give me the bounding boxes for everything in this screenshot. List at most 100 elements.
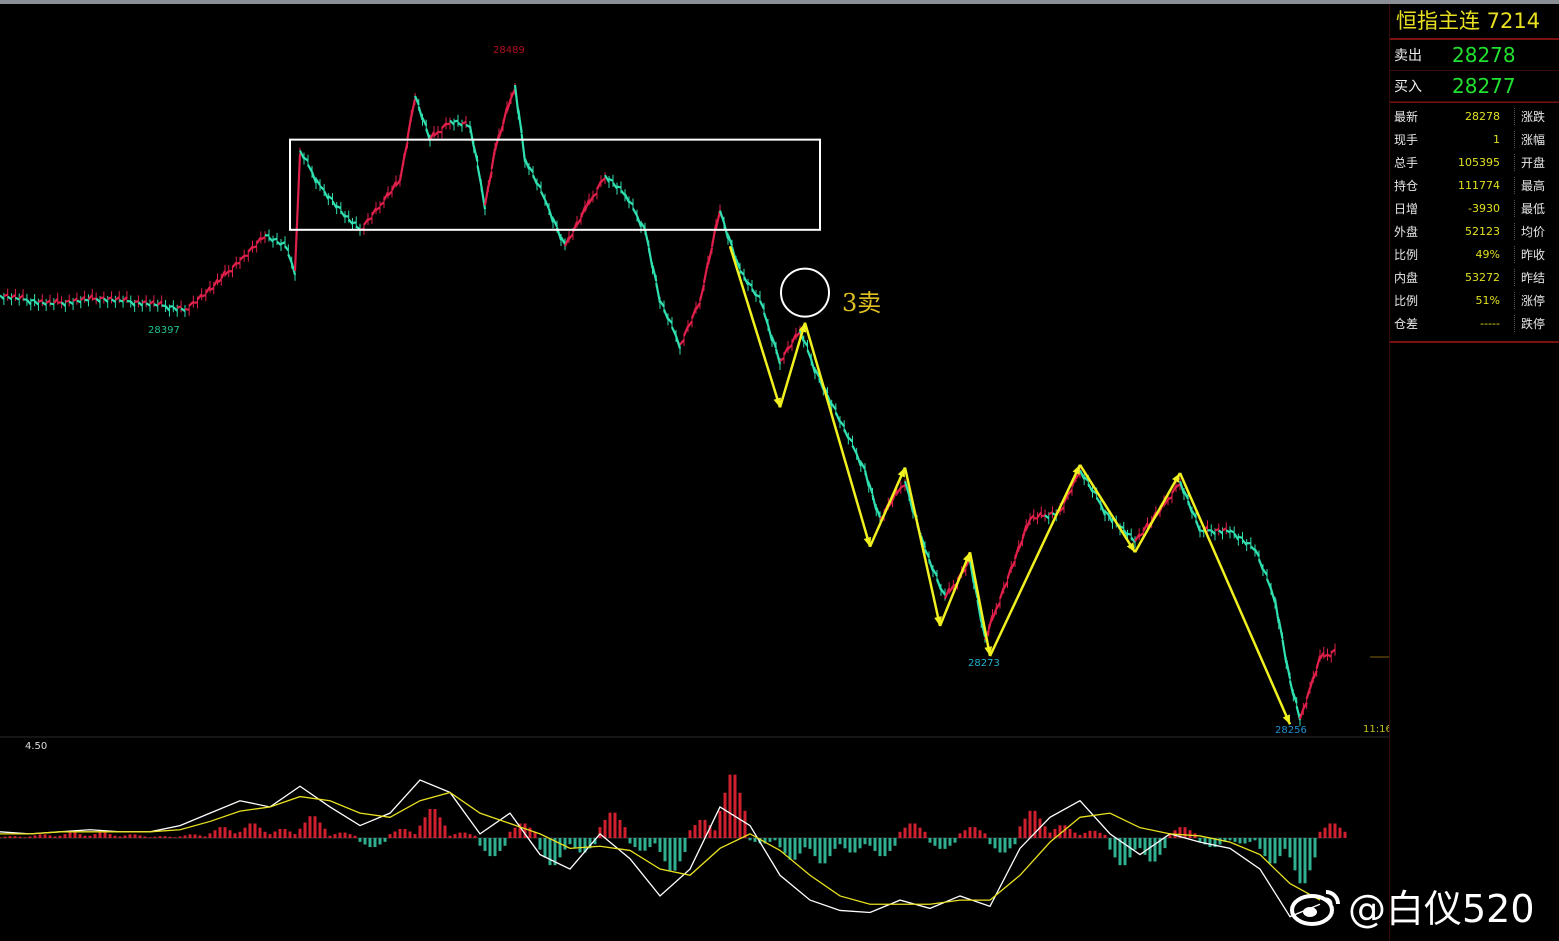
price-segment [33, 300, 40, 306]
price-segment [647, 247, 654, 269]
price-segment [987, 614, 994, 630]
price-segment [1134, 533, 1141, 542]
buy-value: 28277 [1452, 74, 1516, 98]
price-segment [22, 298, 28, 301]
price-segment [596, 180, 602, 190]
price-segment [1104, 510, 1110, 516]
price-segment [560, 236, 566, 245]
price-segment [145, 302, 151, 307]
price-segment [932, 568, 938, 577]
price-segment [429, 131, 435, 141]
stat-row: 持仓 111774 最高 [1390, 174, 1559, 197]
price-segment [1127, 532, 1132, 536]
price-segment [468, 125, 475, 147]
price-chart[interactable]: 28489 28397 28273 28256 3卖 11:16 4.50 [0, 0, 1389, 941]
price-segment [379, 201, 385, 207]
stat-right: 均价 [1514, 223, 1545, 240]
price-segment [201, 294, 207, 298]
buy-quote: 买入 28277 [1390, 71, 1559, 102]
price-segment [1214, 528, 1220, 532]
contract-title[interactable]: 恒指主连 7214 [1390, 4, 1559, 40]
quote-panel: 恒指主连 7214 卖出 28278 买入 28277 最新 28278 涨跌 现手 1… [1389, 4, 1559, 941]
price-segment [172, 306, 178, 312]
price-segment [540, 191, 546, 201]
price-segment [552, 217, 558, 228]
watermark: @白仪520 [1290, 878, 1535, 933]
price-segment [49, 302, 55, 306]
price-segment [702, 261, 710, 284]
price-segment [903, 480, 911, 496]
zigzag-segment [778, 322, 807, 408]
macd-lines [0, 779, 1321, 918]
price-segment [1326, 653, 1332, 658]
price-segment [188, 300, 195, 307]
price-segment [122, 296, 128, 302]
price-segment [604, 174, 610, 183]
price-segment [252, 245, 257, 249]
price-segment [497, 124, 505, 138]
stat-value: 105395 [1458, 156, 1500, 169]
stat-row: 外盘 52123 均价 [1390, 220, 1559, 243]
price-segment [783, 346, 789, 356]
price-segment [843, 428, 850, 439]
price-segment [659, 300, 665, 308]
price-segment [1175, 483, 1181, 489]
stat-label: 内盘 [1394, 271, 1419, 285]
price-segment [375, 206, 381, 212]
zigzag-segment [1133, 472, 1182, 553]
price-segment [1221, 527, 1227, 532]
price-segment [714, 210, 722, 229]
price-segment [900, 484, 906, 489]
price-segment [41, 301, 47, 306]
price-segment [406, 115, 413, 139]
price-segment [453, 119, 459, 123]
price-segment [948, 585, 955, 593]
price-segment [490, 148, 497, 169]
price-segment [1241, 539, 1248, 546]
window-top-border [0, 0, 1559, 4]
price-segment [891, 489, 898, 501]
price-segment [272, 237, 278, 241]
price-series [0, 83, 1336, 726]
price-segment [457, 121, 463, 127]
price-segment [1099, 504, 1107, 516]
price-segment [280, 241, 286, 246]
price-segment [706, 247, 714, 266]
price-segment [1302, 702, 1308, 710]
price-segment [352, 221, 357, 225]
price-segment [483, 185, 490, 206]
price-segment [231, 261, 238, 269]
price-segment [802, 339, 809, 347]
stat-row: 现手 1 涨幅 [1390, 128, 1559, 151]
zigzag-segment [903, 467, 942, 627]
price-segment [632, 207, 638, 217]
price-segment [620, 189, 626, 196]
low-price-label: 28397 [148, 325, 180, 336]
price-segment [600, 177, 606, 184]
low-price-label: 28256 [1275, 725, 1307, 736]
price-segment [1010, 560, 1016, 570]
stat-right: 涨幅 [1514, 131, 1545, 148]
price-segment [347, 218, 354, 225]
price-segment [1312, 670, 1318, 680]
price-segment [995, 602, 1001, 610]
price-segment [268, 236, 274, 243]
price-segment [867, 482, 874, 495]
price-segment [303, 156, 309, 162]
price-segment [114, 296, 120, 301]
price-segment [1281, 639, 1288, 664]
price-segment [38, 299, 43, 303]
price-segment [875, 506, 882, 518]
price-segment [1210, 529, 1216, 536]
price-segment [247, 245, 254, 253]
stat-row: 比例 51% 涨停 [1390, 289, 1559, 312]
price-segment [739, 270, 745, 276]
stat-value: ----- [1480, 317, 1500, 330]
price-segment [3, 293, 9, 298]
price-segment [209, 287, 215, 291]
price-segment [212, 278, 219, 287]
price-segment [331, 200, 338, 209]
price-segment [72, 297, 78, 302]
price-segment [779, 357, 785, 362]
price-segment [110, 298, 116, 303]
